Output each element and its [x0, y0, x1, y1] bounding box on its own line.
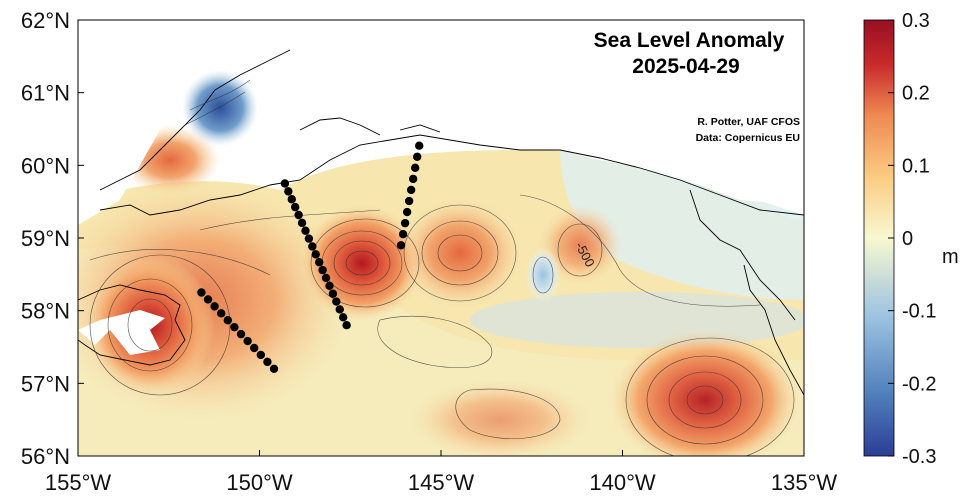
station-marker [402, 207, 412, 217]
map-title: Sea Level Anomaly [594, 29, 785, 52]
station-marker [297, 218, 307, 228]
station-marker [210, 302, 219, 311]
map-date: 2025-04-29 [632, 55, 739, 78]
station-marker [410, 163, 420, 173]
colorbar-tick-label: 0.1 [902, 155, 930, 177]
station-marker [415, 141, 424, 150]
station-marker [197, 288, 206, 297]
x-tick-label: 145°W [408, 470, 475, 495]
station-marker [396, 241, 406, 250]
station-marker [338, 313, 348, 322]
station-marker [314, 258, 324, 267]
colorbar-tick-label: -0.2 [902, 373, 936, 395]
station-marker [301, 226, 310, 235]
y-tick-label: 60°N [21, 153, 70, 178]
y-tick-label: 57°N [21, 371, 70, 396]
station-marker [203, 295, 213, 304]
x-tick-label: 135°W [771, 470, 838, 495]
author-credit: R. Potter, UAF CFOS [697, 116, 800, 128]
colorbar-tick-label: -0.1 [902, 301, 936, 323]
station-marker [294, 210, 303, 220]
y-tick-label: 58°N [21, 299, 70, 324]
station-marker [342, 321, 351, 330]
station-marker [243, 336, 252, 346]
y-tick-label: 61°N [21, 81, 70, 106]
station-marker [287, 195, 296, 204]
station-marker [236, 329, 246, 339]
x-tick-label: 155°W [45, 470, 112, 495]
colorbar-unit: m [942, 246, 959, 268]
x-tick-label: 140°W [589, 470, 656, 495]
station-marker [230, 322, 239, 332]
station-marker [256, 350, 266, 360]
station-marker [269, 364, 279, 373]
station-marker [408, 174, 418, 184]
data-credit: Data: Copernicus EU [696, 132, 800, 144]
station-marker [398, 230, 408, 239]
station-lines [197, 141, 424, 373]
station-marker [321, 273, 331, 283]
y-tick-label: 56°N [21, 444, 70, 469]
station-marker [263, 357, 272, 367]
station-marker [290, 202, 300, 212]
station-marker [250, 343, 259, 353]
station-marker [328, 289, 338, 298]
station-marker [413, 152, 422, 161]
station-marker [325, 281, 334, 291]
station-marker [304, 234, 314, 243]
station-marker [400, 218, 410, 228]
station-marker [311, 250, 320, 259]
station-marker [406, 185, 416, 195]
station-marker [335, 305, 344, 314]
y-tick-label: 59°N [21, 226, 70, 251]
y-tick-label: 62°N [21, 8, 70, 33]
y-axis: 62°N 61°N 60°N 59°N 58°N 57°N 56°N [21, 8, 84, 469]
colorbar-tick-label: 0.3 [902, 10, 930, 32]
station-marker [308, 242, 317, 251]
station-marker [284, 187, 293, 196]
colorbar-tick-label: 0.2 [902, 83, 930, 105]
colorbar-tick-label: -0.3 [902, 446, 936, 468]
station-marker [332, 297, 341, 306]
colorbar-tick-label: 0 [902, 228, 913, 250]
station-marker [318, 265, 327, 275]
x-tick-label: 150°W [226, 470, 293, 495]
anomaly-field [78, 20, 804, 456]
x-axis: 155°W 150°W 145°W 140°W 135°W [45, 450, 838, 495]
station-marker [404, 196, 414, 206]
station-marker [217, 309, 226, 318]
colorbar-ticks: 0.3 0.2 0.1 0 -0.1 -0.2 -0.3 [888, 10, 936, 468]
station-marker [223, 316, 233, 325]
station-marker [280, 179, 290, 188]
